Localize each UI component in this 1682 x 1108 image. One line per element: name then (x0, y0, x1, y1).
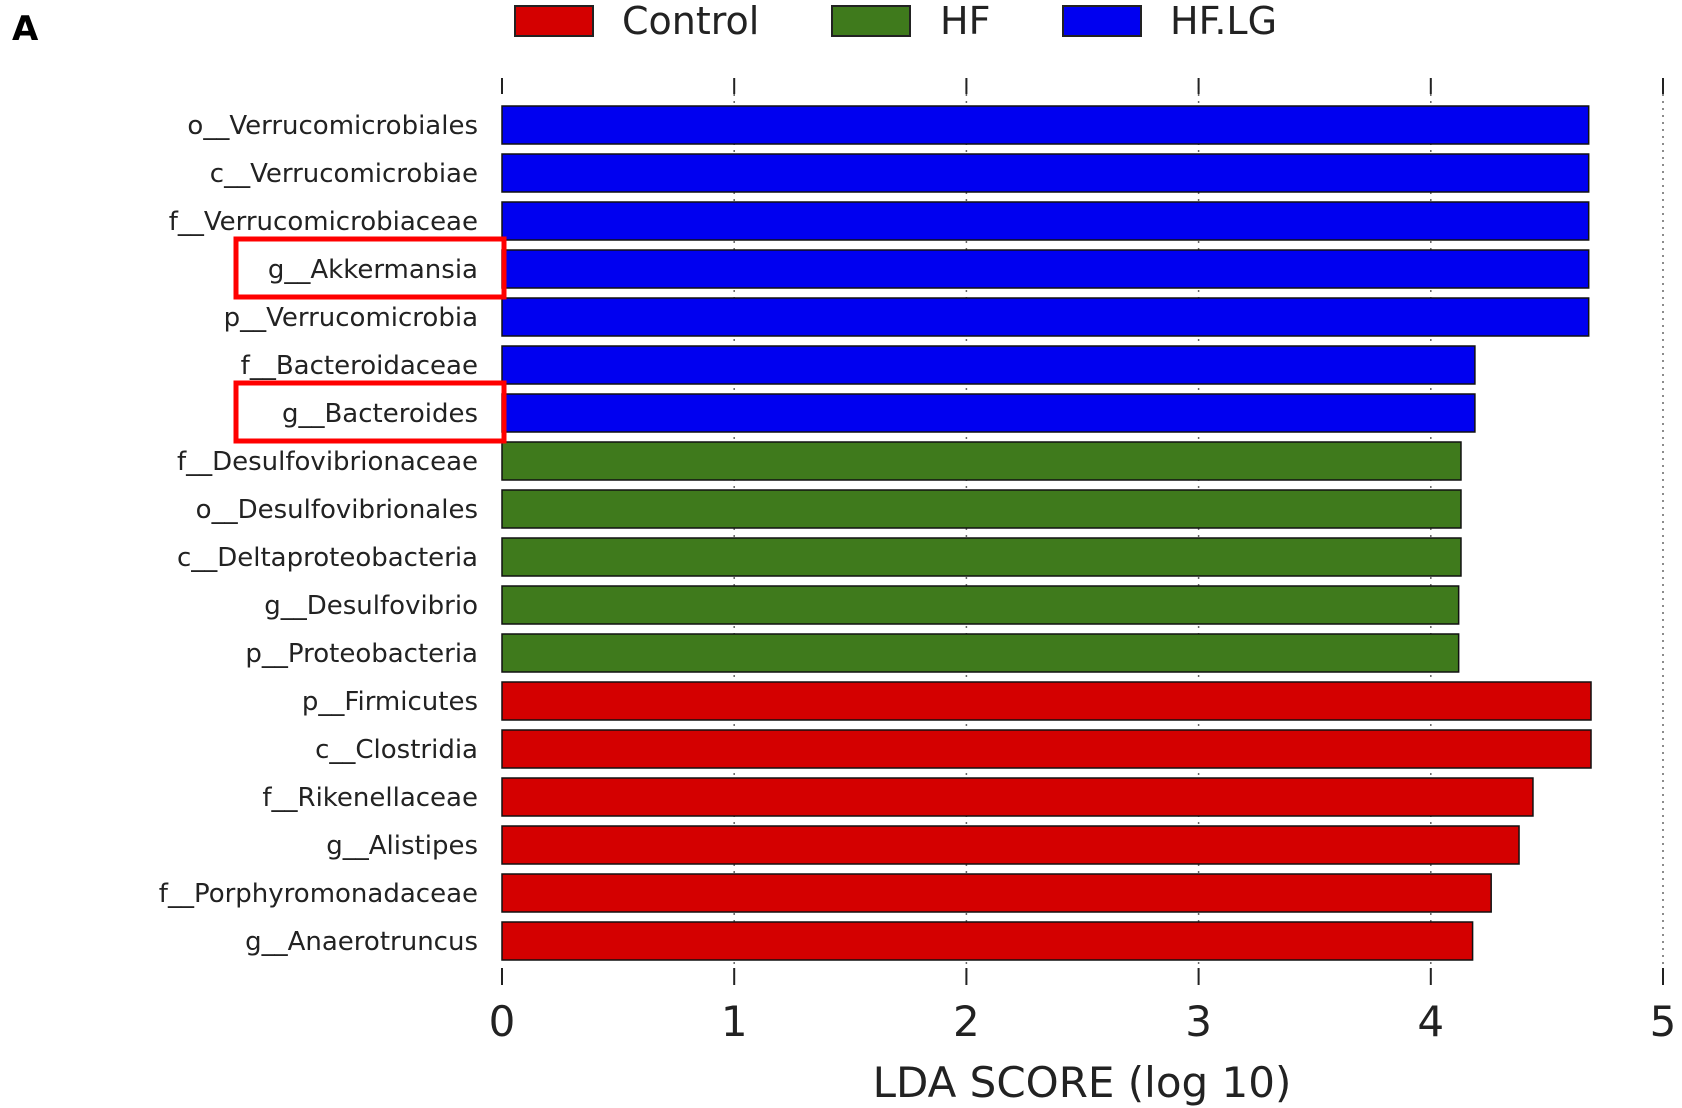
legend-label-control: Control (622, 0, 759, 43)
bar-f-desulfovibrionaceae (501, 441, 1462, 481)
category-label: p__Firmicutes (302, 687, 478, 717)
bar-o-verrucomicrobiales (501, 105, 1590, 145)
category-label: c__Verrucomicrobiae (210, 159, 478, 189)
category-label: f__Desulfovibrionaceae (177, 447, 478, 477)
bar-g-akkermansia (501, 249, 1590, 289)
bar-c-deltaproteobacteria (501, 537, 1462, 577)
category-label: g__Akkermansia (268, 255, 478, 285)
bar-p-proteobacteria (501, 633, 1460, 673)
legend-label-hf: HF (940, 0, 990, 43)
bar-g-anaerotruncus (501, 921, 1474, 961)
x-tick-label: 1 (721, 997, 748, 1046)
x-tick-label: 3 (1185, 997, 1212, 1046)
x-tick-label: 0 (489, 997, 516, 1046)
category-label: p__Proteobacteria (245, 639, 478, 669)
category-label: f__Verrucomicrobiaceae (169, 207, 478, 237)
panel-label: A (12, 9, 39, 49)
category-label: c__Deltaproteobacteria (177, 543, 478, 573)
category-label: p__Verrucomicrobia (224, 303, 478, 333)
bar-g-alistipes (501, 825, 1520, 865)
x-axis-title: LDA SCORE (log 10) (873, 1058, 1292, 1107)
category-label: c__Clostridia (315, 735, 478, 765)
bar-p-firmicutes (501, 681, 1592, 721)
legend-label-hf-lg: HF.LG (1170, 0, 1277, 43)
highlight-box-g-akkermansia (233, 236, 507, 300)
legend: Control HF HF.LG (514, 0, 1277, 43)
bar-f-porphyromonadaceae (501, 873, 1492, 913)
category-label: f__Bacteroidaceae (241, 351, 478, 381)
x-tick-label: 5 (1650, 997, 1677, 1046)
category-label: o__Verrucomicrobiales (187, 111, 478, 141)
legend-swatch-hf (831, 5, 911, 37)
legend-swatch-control (514, 5, 594, 37)
category-label: g__Alistipes (326, 831, 478, 861)
bar-c-clostridia (501, 729, 1592, 769)
legend-swatch-hf-lg (1062, 5, 1142, 37)
category-label: f__Porphyromonadaceae (159, 879, 478, 909)
bar-c-verrucomicrobiae (501, 153, 1590, 193)
x-tick-label: 2 (953, 997, 980, 1046)
category-label: f__Rikenellaceae (262, 783, 478, 813)
highlight-boxes (233, 236, 507, 444)
x-axis-ticks: 0 1 2 3 4 5 (489, 78, 1677, 1046)
category-label: o__Desulfovibrionales (196, 495, 478, 525)
bar-f-verrucomicrobiaceae (501, 201, 1590, 241)
bar-g-bacteroides (501, 393, 1476, 433)
category-label: g__Desulfovibrio (264, 591, 478, 621)
bar-g-desulfovibrio (501, 585, 1460, 625)
bar-f-rikenellaceae (501, 777, 1534, 817)
bar-o-desulfovibrionales (501, 489, 1462, 529)
bar-f-bacteroidaceae (501, 345, 1476, 385)
bars (501, 105, 1592, 961)
category-label: g__Anaerotruncus (245, 927, 478, 957)
category-label: g__Bacteroides (282, 399, 478, 429)
bar-p-verrucomicrobia (501, 297, 1590, 337)
highlight-box-g-bacteroides (233, 380, 507, 444)
category-labels: o__Verrucomicrobiales c__Verrucomicrobiae… (159, 111, 478, 957)
x-tick-label: 4 (1417, 997, 1444, 1046)
